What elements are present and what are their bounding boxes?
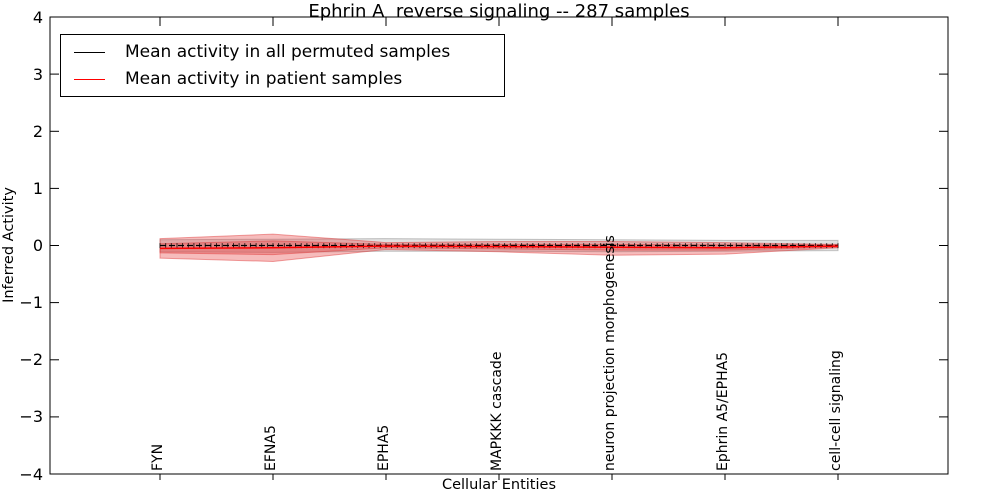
y-tick-label: −4 <box>19 464 43 484</box>
y-tick-label: 3 <box>32 64 43 84</box>
y-tick-label: 1 <box>32 178 43 198</box>
y-tick-label: 0 <box>32 236 43 255</box>
legend-label-permuted: Mean activity in all permuted samples <box>125 42 451 62</box>
legend: Mean activity in all permuted samples Me… <box>60 34 505 97</box>
x-tick-label: Ephrin A5/EPHA5 <box>715 351 731 471</box>
x-tick-label: EPHA5 <box>376 424 392 471</box>
x-tick-label: EFNA5 <box>263 425 279 471</box>
legend-row-patient: Mean activity in patient samples <box>74 69 504 89</box>
x-tick-label: FYN <box>150 443 166 471</box>
y-tick-label: −1 <box>19 293 43 313</box>
legend-label-patient: Mean activity in patient samples <box>125 69 403 89</box>
y-tick-label: −2 <box>19 350 43 370</box>
chart-title: Ephrin A reverse signaling -- 287 sample… <box>308 1 690 22</box>
x-tick-label: cell-cell signaling <box>828 350 844 471</box>
permuted-line-swatch-icon <box>74 51 105 53</box>
x-tick-label: neuron projection morphogenesis <box>602 235 618 471</box>
y-tick-label: 2 <box>32 121 43 141</box>
y-tick-label: −3 <box>19 407 43 427</box>
y-tick-label: 4 <box>32 7 43 27</box>
patient-mean-line <box>159 245 839 250</box>
x-tick-label: MAPKKK cascade <box>489 351 505 471</box>
legend-row-permuted: Mean activity in all permuted samples <box>74 42 504 62</box>
patient-line-swatch-icon <box>74 78 105 80</box>
x-axis-title: Cellular Entities <box>441 477 557 493</box>
